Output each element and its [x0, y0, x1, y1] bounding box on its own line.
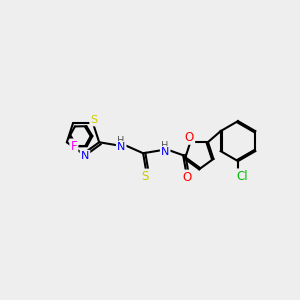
- Text: N: N: [117, 142, 125, 152]
- Text: N: N: [161, 147, 170, 157]
- Text: N: N: [81, 151, 89, 161]
- Text: F: F: [70, 140, 77, 153]
- Text: H: H: [118, 136, 125, 146]
- Text: O: O: [182, 171, 192, 184]
- Text: O: O: [185, 130, 194, 144]
- Text: Cl: Cl: [236, 169, 248, 183]
- Text: S: S: [142, 170, 149, 183]
- Text: H: H: [161, 141, 169, 151]
- Text: S: S: [90, 115, 98, 125]
